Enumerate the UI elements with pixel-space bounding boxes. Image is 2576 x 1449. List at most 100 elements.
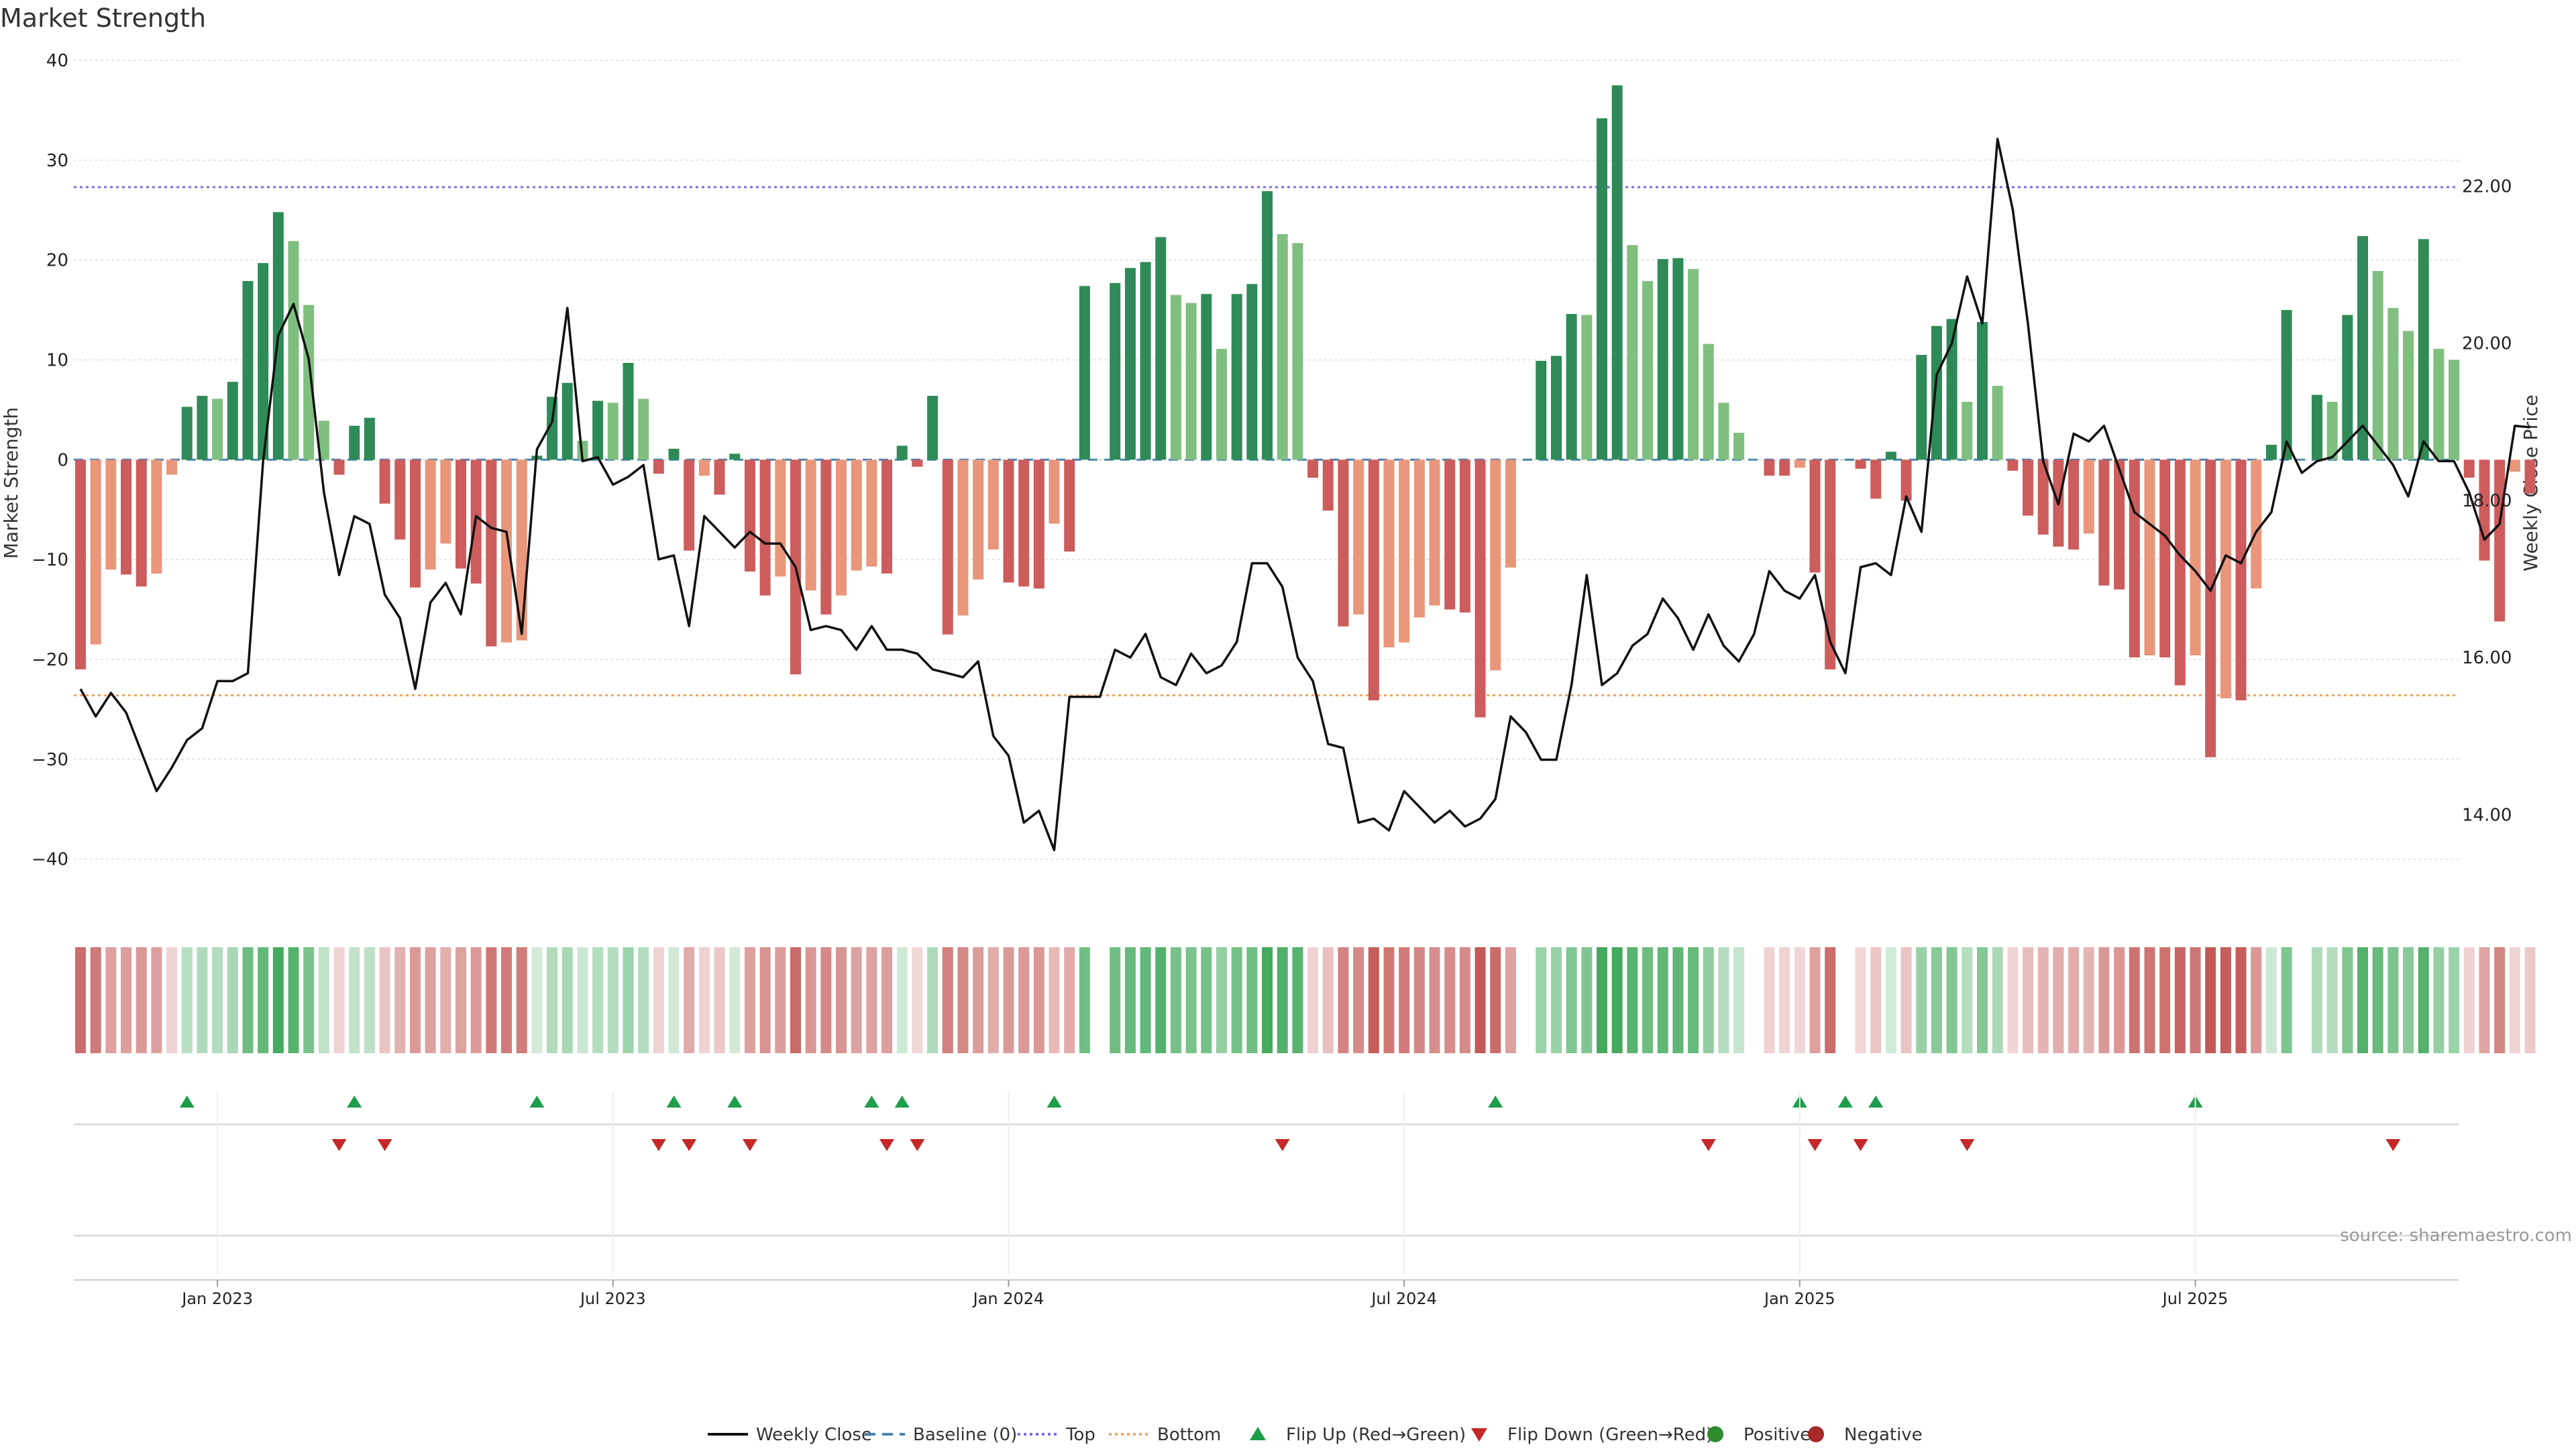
heat-strip-cell — [1246, 947, 1258, 1053]
heat-strip-cell — [987, 947, 999, 1053]
strength-bar — [1642, 280, 1654, 460]
heat-strip-cell — [333, 947, 345, 1053]
strength-bar — [2524, 460, 2536, 494]
heat-strip — [75, 947, 2536, 1053]
strength-bar — [212, 398, 223, 460]
legend-item: Flip Up (Red→Green) — [1250, 1425, 1466, 1445]
heat-strip-cell — [607, 947, 619, 1053]
legend-item: Flip Down (Green→Red) — [1471, 1425, 1713, 1445]
heat-strip-cell — [1429, 947, 1440, 1053]
heat-strip-cell — [409, 947, 421, 1053]
strength-bar — [1049, 460, 1060, 524]
x-tick-label: Jul 2024 — [1370, 1289, 1437, 1308]
strength-bar — [1003, 460, 1014, 583]
strength-bar — [288, 241, 299, 460]
legend-swatch-flip-up — [1250, 1427, 1266, 1440]
heat-strip-cell — [425, 947, 436, 1053]
heat-strip-cell — [181, 947, 193, 1053]
heat-strip-cell — [1916, 947, 1927, 1053]
y-axis-label-left: Market Strength — [0, 407, 22, 559]
heat-strip-cell — [1185, 947, 1197, 1053]
heat-strip-cell — [1110, 947, 1121, 1053]
strength-bar — [2251, 460, 2262, 589]
strength-bar — [1383, 460, 1395, 648]
heat-strip-cell — [2357, 947, 2368, 1053]
left-tick-label: 30 — [46, 151, 68, 171]
strength-bar — [744, 460, 755, 572]
heat-strip-cell — [1581, 947, 1593, 1053]
heat-strip-cell — [2449, 947, 2460, 1053]
strength-bar — [1688, 269, 1699, 460]
heat-strip-cell — [1627, 947, 1638, 1053]
legend-label: Top — [1065, 1425, 1095, 1445]
heat-strip-cell — [1764, 947, 1775, 1053]
flip-up-marker — [529, 1095, 545, 1108]
strength-bar — [1794, 460, 1805, 468]
strength-bar — [136, 460, 147, 587]
strength-bar — [836, 460, 847, 596]
heat-strip-cell — [455, 947, 466, 1053]
heat-strip-cell — [1900, 947, 1912, 1053]
flip-markers — [74, 1095, 2459, 1237]
heat-strip-cell — [592, 947, 604, 1053]
strength-bar — [1338, 460, 1349, 627]
strength-bar — [105, 460, 117, 570]
heat-strip-cell — [1885, 947, 1896, 1053]
right-tick-label: 18.00 — [2462, 491, 2512, 511]
flip-down-marker — [331, 1139, 347, 1151]
heat-strip-cell — [1049, 947, 1060, 1053]
strength-bar — [2449, 360, 2460, 460]
left-tick-label: −10 — [32, 550, 68, 570]
flip-up-marker — [864, 1095, 879, 1108]
strength-bar — [1018, 460, 1030, 587]
heat-strip-cell — [775, 947, 786, 1053]
heat-strip-cell — [744, 947, 755, 1053]
heat-strip-cell — [2494, 947, 2506, 1053]
heat-strip-cell — [516, 947, 527, 1053]
heat-strip-cell — [2023, 947, 2034, 1053]
strength-bar — [1657, 259, 1668, 460]
x-tick-label: Jan 2025 — [1763, 1289, 1835, 1308]
strength-bar — [379, 460, 390, 504]
flip-down-marker — [1701, 1139, 1716, 1151]
heat-strip-cell — [2053, 947, 2064, 1053]
heat-strip-cell — [2251, 947, 2262, 1053]
left-tick-label: 40 — [46, 51, 68, 71]
heat-strip-cell — [759, 947, 771, 1053]
heat-strip-cell — [90, 947, 101, 1053]
heat-strip-cell — [364, 947, 375, 1053]
heat-strip-cell — [1368, 947, 1379, 1053]
strength-bar — [151, 460, 162, 574]
heat-strip-cell — [1170, 947, 1181, 1053]
strength-bar — [684, 460, 695, 551]
strength-bar — [90, 460, 101, 645]
left-tick-label: 10 — [46, 350, 68, 370]
strength-bar — [927, 396, 938, 460]
strength-bar — [364, 417, 375, 460]
strength-bar — [2129, 460, 2140, 657]
strength-bar — [2235, 460, 2247, 700]
strength-bar — [349, 425, 360, 460]
strength-bar — [501, 460, 513, 643]
strength-bar — [1185, 303, 1197, 460]
heat-strip-cell — [1550, 947, 1562, 1053]
strength-bar — [987, 460, 999, 550]
strength-bar — [973, 460, 984, 580]
legend-label: Negative — [1844, 1425, 1923, 1445]
flip-down-marker — [1275, 1139, 1290, 1151]
heat-strip-cell — [440, 947, 451, 1053]
strength-bar — [561, 382, 573, 460]
heat-strip-cell — [2190, 947, 2201, 1053]
heat-strip-cell — [2418, 947, 2429, 1053]
strength-bar — [181, 407, 193, 460]
heat-strip-cell — [2281, 947, 2292, 1053]
heat-strip-cell — [805, 947, 816, 1053]
left-tick-label: 0 — [57, 450, 68, 470]
strength-bar — [775, 460, 786, 577]
heat-strip-cell — [2068, 947, 2080, 1053]
strength-bar — [866, 460, 877, 567]
legend: Weekly Close Baseline (0) Top Bottom Flip Up… — [708, 1425, 1923, 1445]
heat-strip-cell — [212, 947, 223, 1053]
strength-bar — [2220, 460, 2231, 698]
strength-bar — [1931, 325, 1942, 460]
